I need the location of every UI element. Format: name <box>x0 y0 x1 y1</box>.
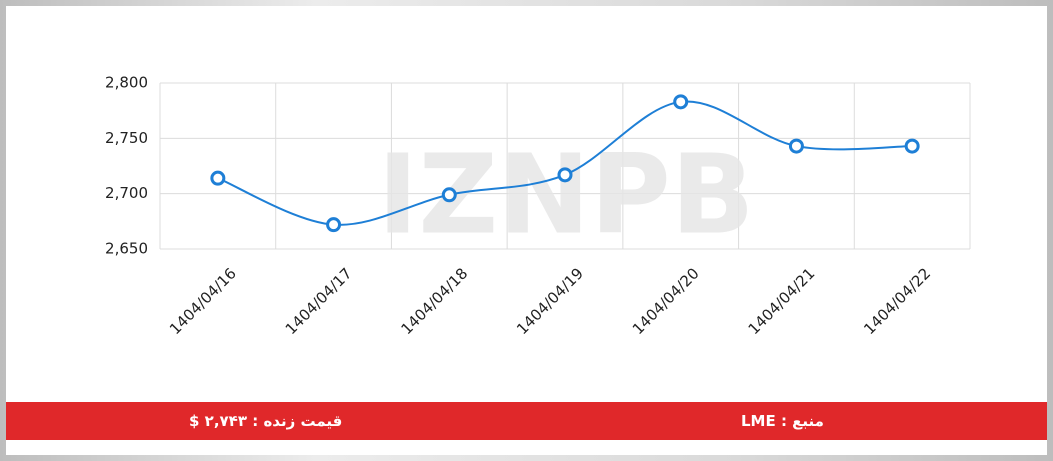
point <box>441 187 457 203</box>
watermark: IZNPB <box>377 130 754 258</box>
x-tick-label: 1404/04/21 <box>745 264 819 338</box>
source: منبع : LME <box>741 412 824 430</box>
y-tick-label: 2,650 <box>105 240 148 258</box>
point <box>904 138 920 154</box>
x-tick-label: 1404/04/17 <box>282 264 356 338</box>
y-tick-label: 2,750 <box>105 129 148 147</box>
point <box>557 167 573 183</box>
x-tick-label: 1404/04/22 <box>860 264 934 338</box>
y-tick-label: 2,700 <box>105 184 148 202</box>
x-tick-label: 1404/04/18 <box>397 264 471 338</box>
point <box>673 94 689 110</box>
live-price: قیمت زنده : ۲,۷۴۳ $ <box>189 412 343 430</box>
footer-bar: قیمت زنده : ۲,۷۴۳ $ منبع : LME <box>6 402 1047 440</box>
x-tick-label: 1404/04/20 <box>629 264 703 338</box>
x-tick-label: 1404/04/16 <box>166 264 240 338</box>
frame <box>6 6 1047 455</box>
x-tick-label: 1404/04/19 <box>513 264 587 338</box>
y-tick-label: 2,800 <box>105 74 148 92</box>
point <box>788 138 804 154</box>
point <box>210 170 226 186</box>
point <box>326 217 342 233</box>
